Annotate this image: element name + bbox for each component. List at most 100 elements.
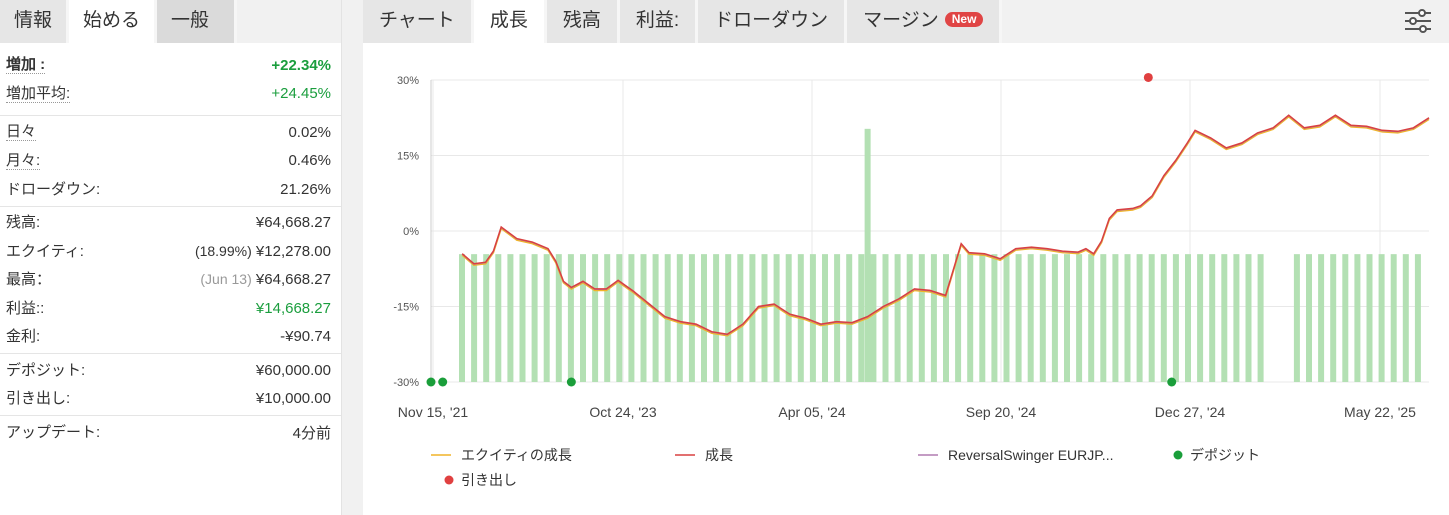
daily-bar [604, 254, 611, 382]
stat-equity: エクイティ: (18.99%) ¥12,278.00 [6, 237, 331, 266]
balance-value: ¥64,668.27 [255, 214, 331, 232]
daily-bar [1209, 254, 1216, 382]
tab-chart[interactable]: チャート [363, 0, 474, 43]
daily-bar [483, 254, 490, 382]
stat-deposits: デポジット: ¥60,000.00 [6, 356, 331, 385]
monthly-value: 0.46% [288, 152, 331, 170]
new-badge: New [944, 12, 984, 27]
daily-bar [979, 254, 986, 382]
daily-bar [1136, 254, 1143, 382]
daily-bar [882, 254, 889, 382]
legend-withdrawal-swatch [444, 475, 454, 485]
avg-gain-label: 増加平均: [6, 84, 71, 103]
gain-value: +22.34% [271, 56, 331, 74]
daily-label: 日々 [6, 123, 37, 142]
stat-updated: アップデート: 4分前 [6, 418, 331, 447]
daily-bar [894, 254, 901, 382]
daily-bar [555, 254, 562, 382]
stat-daily: 日々 0.02% [6, 118, 331, 147]
daily-bar [1390, 254, 1397, 382]
daily-bar [846, 254, 853, 382]
daily-bar [543, 254, 550, 382]
monthly-label: 月々: [6, 151, 41, 170]
withdrawals-value: ¥10,000.00 [255, 390, 331, 408]
daily-bar [1233, 254, 1240, 382]
legend-deposit-swatch [1173, 450, 1183, 460]
daily-bar [676, 254, 683, 382]
daily-bar [1402, 254, 1409, 382]
daily-bars [459, 128, 1421, 382]
sliders-icon[interactable] [1403, 6, 1433, 36]
tab-margin[interactable]: マージン New [847, 0, 1003, 43]
daily-bar [713, 254, 720, 382]
daily-bar [1257, 254, 1264, 382]
daily-bar [930, 254, 937, 382]
x-tick-label: Oct 24, '23 [589, 404, 656, 420]
daily-bar [1366, 254, 1373, 382]
y-tick-label: -15% [393, 302, 419, 314]
y-tick-label: 30% [397, 75, 419, 87]
withdrawal-marker [1143, 72, 1153, 82]
chart-tabs: チャート 成長 残高 利益: ドローダウン マージン New [363, 0, 1449, 43]
daily-bar [567, 254, 574, 382]
daily-bar [1378, 254, 1385, 382]
daily-bar [1003, 254, 1010, 382]
stat-drawdown: ドローダウン: 21.26% [6, 175, 331, 204]
daily-bar [1245, 254, 1252, 382]
daily-bar [906, 254, 913, 382]
daily-bar [1088, 254, 1095, 382]
withdrawals-label: 引き出し: [6, 390, 71, 408]
daily-bar [1064, 254, 1070, 382]
daily-bar [834, 254, 841, 382]
daily-bar [531, 254, 538, 382]
profit-value: ¥14,668.27 [255, 299, 331, 317]
tab-drawdown[interactable]: ドローダウン [698, 0, 848, 43]
profit-label: 利益:: [6, 299, 45, 317]
highest-value-group: (Jun 13) ¥64,668.27 [200, 271, 331, 288]
x-tick-label: Nov 15, '21 [398, 404, 469, 420]
daily-bar [761, 254, 768, 382]
daily-bar [580, 254, 586, 382]
info-tabs: 情報 始める 一般 [0, 0, 341, 43]
daily-bar [471, 254, 478, 382]
tab-info[interactable]: 情報 [0, 0, 70, 43]
stats-list: 増加 : +22.34% 増加平均: +24.45% 日々 0.02% 月々: … [0, 51, 341, 447]
x-tick-label: Dec 27, '24 [1155, 404, 1226, 420]
y-tick-label: 0% [403, 226, 419, 238]
daily-bar [1197, 254, 1204, 382]
daily-bar [1112, 254, 1119, 382]
daily-bar [1051, 254, 1058, 382]
highest-value: ¥64,668.27 [255, 271, 331, 289]
daily-bar [1076, 254, 1083, 382]
daily-bar [1414, 254, 1421, 382]
drawdown-value: 21.26% [280, 180, 331, 198]
growth-line [461, 114, 1430, 335]
daily-bar [955, 254, 962, 382]
daily-bar [495, 254, 502, 382]
equity-label: エクイティ: [6, 242, 84, 260]
balance-label: 残高: [6, 214, 41, 232]
daily-bar [1221, 254, 1228, 382]
tab-balance[interactable]: 残高 [546, 0, 620, 43]
tab-growth[interactable]: 成長 [473, 0, 547, 43]
daily-bar [1027, 254, 1034, 382]
tab-general[interactable]: 一般 [157, 0, 238, 43]
tab-start[interactable]: 始める [69, 0, 158, 43]
divider [0, 115, 341, 116]
daily-bar [1330, 254, 1337, 382]
daily-bar [592, 254, 599, 382]
daily-bar [1160, 254, 1167, 382]
daily-bar [701, 254, 707, 382]
daily-bar [785, 254, 792, 382]
daily-bar [1342, 254, 1349, 382]
tab-margin-label: マージン [863, 10, 939, 31]
deposit-marker [438, 377, 448, 387]
daily-bar [991, 254, 998, 382]
tab-profit[interactable]: 利益: [619, 0, 699, 43]
deposits-value: ¥60,000.00 [255, 361, 331, 379]
stat-avg-gain: 増加平均: +24.45% [6, 80, 331, 109]
stat-interest: 金利: -¥90.74 [6, 323, 331, 352]
daily-bar [1100, 254, 1107, 382]
updated-label: アップデート: [6, 423, 101, 441]
equity-value-group: (18.99%) ¥12,278.00 [195, 243, 331, 260]
